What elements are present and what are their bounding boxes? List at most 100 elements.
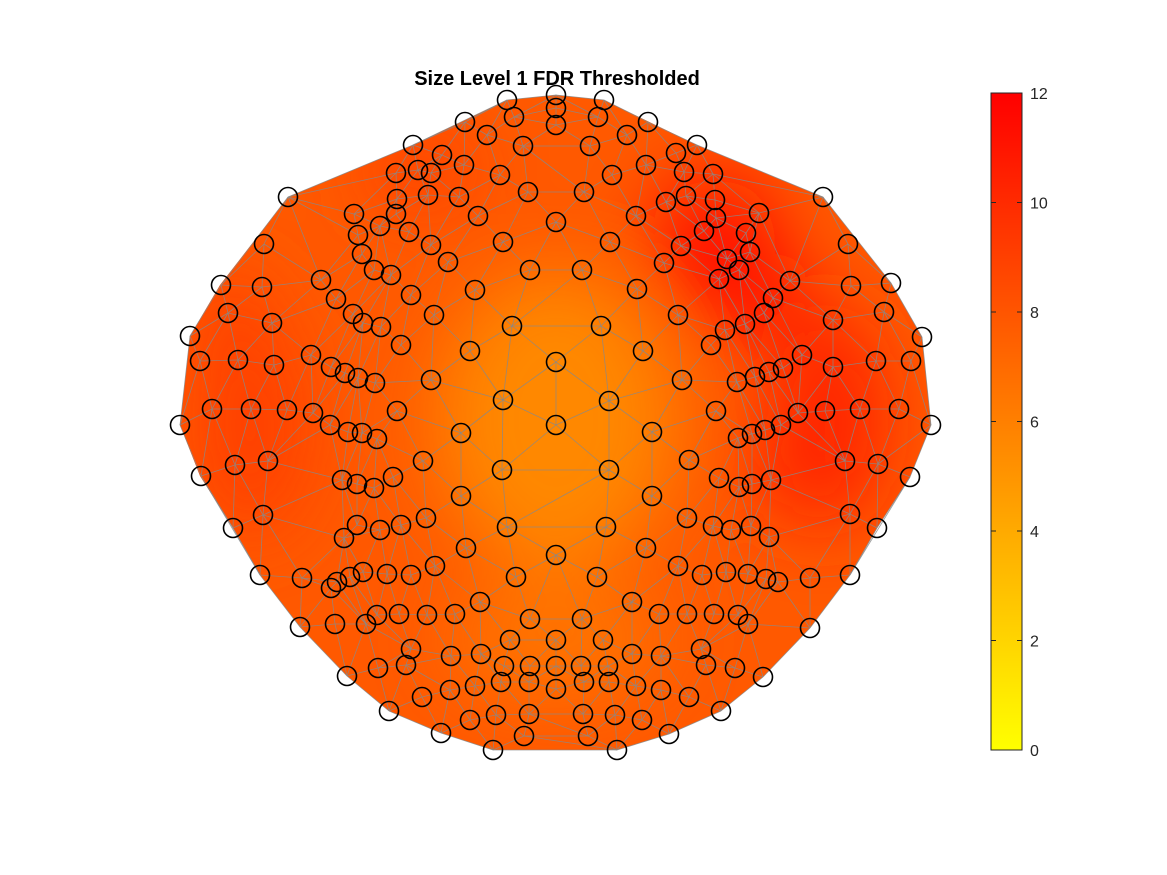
sensor-marker	[579, 135, 601, 157]
mesh-edge	[645, 547, 679, 567]
mesh-edge	[809, 574, 851, 579]
mesh-edge	[737, 614, 749, 625]
mesh-edge	[636, 262, 665, 290]
mesh-edge	[528, 688, 557, 715]
mesh-edge	[346, 667, 379, 677]
mesh-edge	[259, 574, 301, 628]
sensor-marker	[760, 469, 782, 491]
mesh-edge	[668, 696, 690, 735]
sensor-marker	[837, 233, 859, 255]
mesh-edge	[898, 408, 932, 426]
heatmap-hotspot	[190, 320, 310, 540]
sensor-marker	[599, 231, 621, 253]
mesh-edge	[421, 689, 451, 698]
mesh-edge	[434, 565, 456, 615]
mesh-edge	[492, 714, 497, 751]
sensor-marker	[482, 739, 504, 761]
sensor-marker	[519, 655, 541, 677]
mesh-edge	[408, 231, 432, 246]
sensor-marker	[253, 233, 275, 255]
mesh-edge	[353, 213, 381, 227]
sensor-marker	[367, 657, 389, 679]
sensor-marker	[665, 142, 687, 164]
mesh-edge	[400, 517, 427, 526]
sensor-marker	[378, 700, 400, 722]
mesh-edge	[677, 314, 712, 346]
sensor-marker	[658, 723, 680, 745]
mesh-edge	[450, 653, 482, 657]
mesh-edge	[718, 278, 746, 325]
mesh-edge	[200, 464, 236, 477]
mesh-edge	[580, 665, 585, 683]
sensor-marker	[822, 356, 844, 378]
colorbar: 0 2 4 6 8 10 12	[990, 86, 1048, 760]
mesh-edge	[712, 477, 720, 527]
sensor-marker	[704, 189, 726, 211]
mesh-edge	[430, 244, 449, 263]
mesh-edge	[343, 537, 351, 578]
sensor-marker	[758, 526, 780, 548]
mesh-edge	[720, 667, 736, 712]
mesh-edge	[299, 587, 332, 628]
mesh-edge	[749, 212, 760, 253]
mesh-edge	[555, 688, 584, 715]
sensor-marker	[464, 279, 486, 301]
mesh-edge	[705, 664, 736, 669]
mesh-edge	[395, 194, 429, 215]
mesh-edge	[608, 681, 616, 716]
mesh-edge	[772, 297, 803, 356]
sensor-marker	[513, 725, 535, 747]
mesh-edge	[511, 269, 583, 327]
sensor-marker	[400, 284, 422, 306]
mesh-edge	[480, 639, 511, 655]
mesh-edge	[376, 438, 424, 462]
mesh-edge	[675, 144, 698, 154]
mesh-edge	[262, 514, 345, 539]
colorbar-gradient	[990, 92, 1023, 751]
mesh-edge	[745, 212, 760, 234]
sensor-marker	[325, 288, 347, 310]
sensor-marker	[169, 414, 191, 436]
mesh-edge	[718, 258, 728, 280]
mesh-edge	[602, 639, 609, 667]
sensor-marker	[386, 188, 408, 210]
mesh-edge	[555, 639, 582, 667]
sensor-marker	[331, 469, 353, 491]
mesh-edge	[513, 116, 524, 147]
mesh-edge	[636, 288, 644, 352]
mesh-edge	[522, 145, 529, 193]
mesh-edge	[555, 665, 585, 683]
mesh-edge	[412, 144, 419, 171]
sensor-marker	[470, 643, 492, 665]
mesh-edge	[501, 399, 504, 471]
mesh-edge	[782, 354, 803, 369]
mesh-edge	[528, 681, 557, 690]
mesh-edge	[330, 366, 346, 374]
sensor-marker	[650, 679, 672, 701]
mesh-edge	[712, 173, 716, 201]
sensor-marker	[700, 334, 722, 356]
mesh-edge	[587, 735, 618, 751]
mesh-edge	[301, 577, 338, 583]
mesh-edge	[341, 479, 358, 485]
sensor-marker	[708, 268, 730, 290]
mesh-edge	[608, 379, 683, 402]
mesh-edge	[422, 460, 462, 497]
mesh-edge	[772, 297, 834, 321]
mesh-edge	[750, 479, 772, 527]
mesh-edge	[651, 459, 690, 497]
sensor-marker	[616, 124, 638, 146]
mesh-edge	[738, 483, 753, 488]
sensor-marker	[324, 613, 346, 635]
sensor-marker	[450, 422, 472, 444]
mesh-edge	[712, 525, 727, 573]
mesh-edge	[681, 344, 712, 381]
sensor-marker	[849, 398, 871, 420]
sensor-marker	[179, 325, 201, 347]
sensor-marker	[724, 657, 746, 679]
mesh-edge	[390, 274, 412, 296]
colorbar-ticks: 0 2 4 6 8 10 12	[991, 86, 1048, 760]
mesh-edge	[688, 459, 720, 479]
sensor-marker	[320, 356, 342, 378]
sensor-marker	[402, 134, 424, 156]
